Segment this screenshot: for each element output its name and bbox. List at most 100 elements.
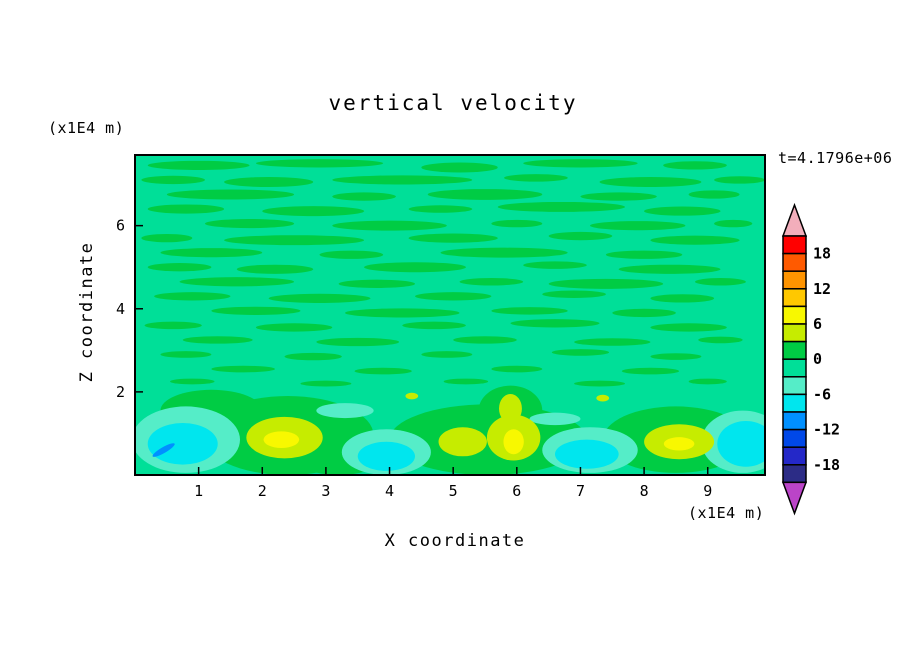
x-tick-label: 7 <box>576 482 585 500</box>
plot-title: vertical velocity <box>329 91 578 115</box>
plot-frame <box>134 154 766 476</box>
colorbar-tick-label: 12 <box>813 280 831 298</box>
contour-streak <box>364 262 466 273</box>
contour-streak <box>491 365 543 373</box>
contour-streak <box>714 219 753 228</box>
contour-streak <box>316 337 400 347</box>
colorbar-tick-label: -6 <box>813 385 831 403</box>
colorbar-over-arrow <box>781 202 808 237</box>
contour-streak <box>408 233 498 243</box>
contour-streak <box>332 175 473 185</box>
contour-yellowgreen-patch <box>499 393 522 424</box>
contour-streak <box>415 292 492 301</box>
contour-streak <box>427 189 543 200</box>
colorbar-tick-label: -12 <box>813 421 840 439</box>
colorbar-segment <box>782 323 807 343</box>
x-tick-label: 3 <box>321 482 330 500</box>
z-tick-label: 4 <box>116 300 125 318</box>
contour-streak <box>354 367 412 375</box>
contour-cyan-patch <box>147 423 218 465</box>
contour-streak <box>440 247 568 258</box>
x-tick-label: 8 <box>640 482 649 500</box>
contour-streak <box>621 367 680 375</box>
contour-streak <box>644 206 721 216</box>
x-axis-label: X coordinate <box>385 531 526 551</box>
contour-pale-patch <box>316 403 374 419</box>
time-label: t=4.1796e+06 <box>778 149 892 167</box>
x-tick-label: 4 <box>385 482 394 500</box>
contour-streak <box>523 159 638 168</box>
contour-streak <box>262 206 365 217</box>
contour-streak <box>205 219 295 229</box>
z-tick-label: 6 <box>116 217 125 235</box>
contour-streak <box>491 307 568 315</box>
contour-streak <box>510 319 600 328</box>
contour-streak <box>695 278 746 286</box>
contour-yellow-core <box>263 431 300 448</box>
contour-streak <box>548 231 613 241</box>
contour-streak <box>141 175 206 185</box>
z-unit-label: (x1E4 m) <box>48 119 124 137</box>
contour-streak <box>612 308 676 318</box>
contour-streak <box>497 201 625 212</box>
contour-streak <box>211 306 301 315</box>
contour-streak <box>650 235 740 245</box>
contour-streak <box>224 235 365 246</box>
colorbar-segment <box>782 235 807 255</box>
contour-streak <box>698 336 743 344</box>
contour-streak <box>255 159 384 168</box>
contour-streak <box>147 204 225 214</box>
colorbar-tick-label: 18 <box>813 245 831 263</box>
contour-streak <box>402 321 466 330</box>
contour-streak <box>548 278 664 289</box>
contour-streak <box>160 351 212 358</box>
axis-tick-labels: 1 2 3 4 5 6 7 8 9 2 4 6 <box>116 217 712 500</box>
contour-streak <box>714 176 765 184</box>
contour-streak <box>332 220 447 231</box>
contour-streak <box>332 192 396 201</box>
contour-streak <box>599 177 702 187</box>
contour-streak <box>170 378 215 385</box>
contour-streak <box>580 192 657 201</box>
contour-blue-dash <box>152 443 175 457</box>
contour-pale-patch <box>529 412 581 426</box>
colorbar-segment <box>782 446 807 466</box>
z-axis-label: Z coordinate <box>77 242 97 383</box>
contour-streak <box>166 189 295 200</box>
contour-yellowgreen-patch <box>405 392 419 400</box>
contour-streak <box>650 323 727 332</box>
contour-streak <box>179 277 295 287</box>
contour-streak <box>421 351 473 358</box>
contour-yellow-core <box>663 437 695 451</box>
contour-streak <box>147 160 250 170</box>
contour-streak <box>144 321 202 330</box>
colorbar-segment <box>782 305 807 325</box>
contour-streak <box>182 336 253 344</box>
colorbar-segment <box>782 464 807 484</box>
contour-cyan-patch <box>555 439 619 469</box>
x-unit-label: (x1E4 m) <box>688 504 764 522</box>
x-tick-label: 5 <box>449 482 458 500</box>
x-tick-label: 2 <box>258 482 267 500</box>
contour-streak <box>650 294 715 303</box>
colorbar-segment <box>782 252 807 272</box>
z-tick-label: 2 <box>116 383 125 401</box>
axis-ticks <box>135 224 709 475</box>
contour-streak <box>650 353 702 360</box>
colorbar-segment <box>782 340 807 360</box>
contour-streak <box>154 292 231 301</box>
contour-streak <box>618 264 721 274</box>
contour-streak <box>408 205 473 213</box>
contour-streak <box>300 380 352 387</box>
colorbar-segment <box>782 358 807 378</box>
contour-yellowgreen-patch <box>438 427 487 457</box>
contour-cyan-patch <box>357 441 416 471</box>
contour-streak <box>160 248 263 258</box>
contour-yellow-core <box>503 429 524 455</box>
colorbar-tick-label: -18 <box>813 456 840 474</box>
contour-streak <box>551 349 610 356</box>
contour-streak <box>605 250 683 259</box>
colorbar-segment <box>782 270 807 290</box>
contour-streak <box>459 278 524 286</box>
